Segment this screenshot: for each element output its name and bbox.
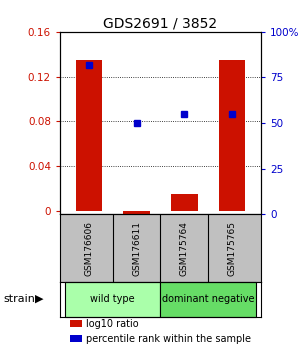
Text: GSM176611: GSM176611 — [132, 221, 141, 276]
Text: ▶: ▶ — [34, 294, 43, 304]
Text: strain: strain — [3, 294, 35, 304]
Bar — [171, 194, 198, 211]
Bar — [65, 282, 160, 316]
Text: GSM175765: GSM175765 — [228, 221, 237, 276]
Text: GSM175764: GSM175764 — [180, 221, 189, 276]
Text: log10 ratio: log10 ratio — [86, 319, 139, 329]
Bar — [160, 282, 256, 316]
Bar — [70, 335, 82, 342]
Title: GDS2691 / 3852: GDS2691 / 3852 — [103, 17, 218, 31]
Text: dominant negative: dominant negative — [162, 295, 255, 304]
Bar — [76, 60, 102, 211]
Text: percentile rank within the sample: percentile rank within the sample — [86, 334, 251, 344]
Bar — [219, 60, 245, 211]
Bar — [70, 320, 82, 327]
Bar — [123, 211, 150, 219]
Text: wild type: wild type — [90, 295, 135, 304]
Text: GSM176606: GSM176606 — [84, 221, 93, 276]
